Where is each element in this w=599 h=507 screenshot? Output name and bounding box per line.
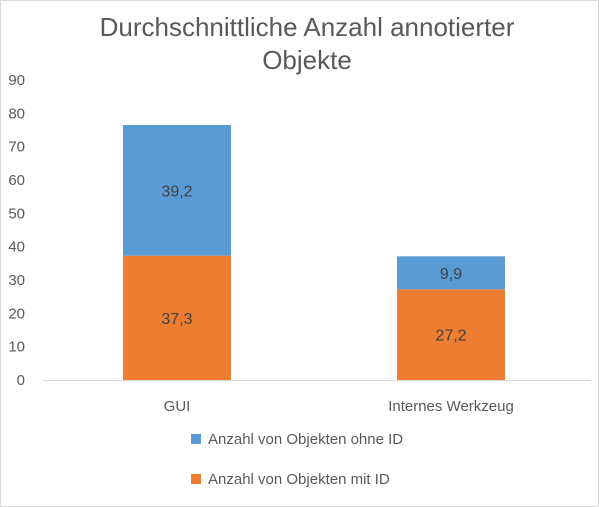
bar-with-id-0 — [123, 255, 231, 380]
y-tick-label-10: 10 — [8, 339, 25, 356]
chart-title-line-2: Objekte — [262, 45, 352, 75]
data-label-with-id-1: 27,2 — [435, 328, 466, 345]
legend-label-1: Anzahl von Objekten mit ID — [208, 471, 390, 488]
category-labels: GUI Internes Werkzeug — [164, 398, 514, 415]
y-tick-label-0: 0 — [17, 372, 25, 389]
bar-without-id-0 — [123, 125, 231, 256]
chart-title-line-1: Durchschnittliche Anzahl annotierter — [100, 12, 515, 42]
y-tick-label-20: 20 — [8, 305, 25, 322]
legend-label-0: Anzahl von Objekten ohne ID — [208, 431, 403, 448]
y-tick-label-50: 50 — [8, 205, 25, 222]
category-label-1: Internes Werkzeug — [388, 398, 514, 415]
data-label-without-id-1: 9,9 — [440, 266, 462, 283]
legend: Anzahl von Objekten ohne ID Anzahl von Ob… — [191, 431, 403, 488]
data-label-with-id-0: 37,3 — [161, 311, 192, 328]
y-tick-label-60: 60 — [8, 172, 25, 189]
bars: 37,3 39,2 27,2 9,9 — [123, 125, 505, 380]
bar-with-id-1 — [397, 289, 505, 380]
data-label-without-id-0: 39,2 — [161, 183, 192, 200]
y-tick-label-90: 90 — [8, 72, 25, 89]
legend-swatch-1 — [191, 474, 201, 484]
bar-without-id-1 — [397, 256, 505, 290]
y-axis: 0 10 20 30 40 50 60 70 80 90 — [8, 72, 25, 389]
y-tick-label-70: 70 — [8, 139, 25, 156]
y-tick-label-40: 40 — [8, 239, 25, 256]
y-tick-label-80: 80 — [8, 105, 25, 122]
legend-swatch-0 — [191, 434, 201, 444]
y-tick-label-30: 30 — [8, 272, 25, 289]
category-label-0: GUI — [164, 398, 191, 415]
